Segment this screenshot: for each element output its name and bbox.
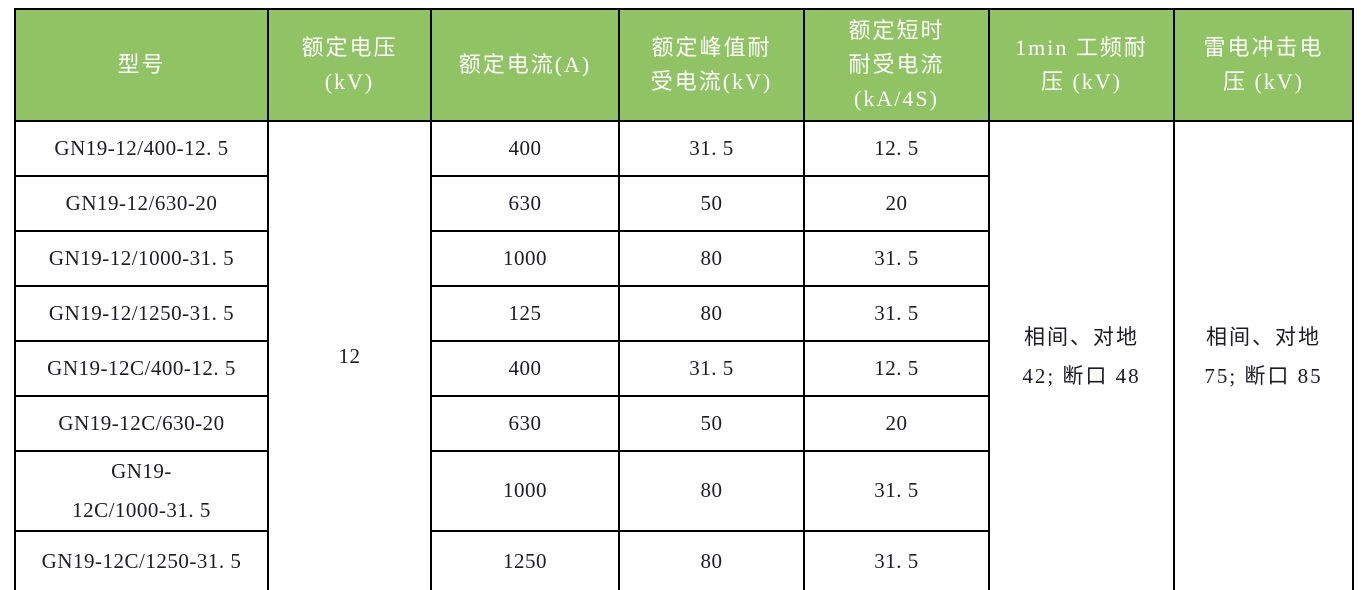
table-row: GN19-12/630-20 630 50 20: [14, 175, 1353, 232]
table-row: GN19-12/400-12. 5 12 400 31. 5 12. 5 相间、…: [14, 120, 1354, 590]
cell-short-time-current: 31. 5: [803, 450, 990, 532]
cell-peak-current: 80: [618, 450, 805, 532]
cell-rated-current: 630: [430, 395, 620, 452]
header-short-time-withstand-current: 额定短时 耐受电流 (kA/4S): [803, 8, 990, 122]
cell-peak-current: 31. 5: [618, 120, 805, 177]
cell-model: GN19- 12C/1000-31. 5: [14, 450, 269, 532]
table-row: GN19-12C/630-20 630 50 20: [14, 395, 1353, 452]
cell-peak-current: 50: [618, 395, 805, 452]
cell-rated-current: 1000: [430, 230, 620, 287]
header-model: 型号: [14, 8, 269, 122]
cell-short-time-current: 12. 5: [803, 340, 990, 397]
table-row: GN19-12/1250-31. 5 125 80 31. 5: [14, 285, 1353, 342]
cell-model: GN19-12C/400-12. 5: [14, 340, 269, 397]
cell-rated-current: 630: [430, 175, 620, 232]
spec-table-container: 型号 额定电压 (kV) 额定电流(A) 额定峰值耐 受电流(kV) 额定短时 …: [14, 8, 1354, 590]
spec-table: 型号 额定电压 (kV) 额定电流(A) 额定峰值耐 受电流(kV) 额定短时 …: [14, 8, 1354, 590]
cell-peak-current: 50: [618, 175, 805, 232]
cell-peak-current: 80: [618, 285, 805, 342]
table-row: GN19-12C/1250-31. 5 1250 80 31. 5: [14, 529, 1353, 590]
cell-power-frequency-merged: 相间、对地 42; 断口 48: [988, 120, 1175, 590]
cell-rated-current: 1000: [430, 450, 620, 532]
cell-peak-current: 80: [618, 230, 805, 287]
table-row: GN19-12C/400-12. 5 400 31. 5 12. 5: [14, 340, 1353, 397]
cell-rated-current: 400: [430, 340, 620, 397]
header-peak-withstand-current: 额定峰值耐 受电流(kV): [618, 8, 805, 122]
cell-short-time-current: 31. 5: [803, 529, 990, 590]
cell-peak-current: 80: [618, 529, 805, 590]
header-rated-voltage: 额定电压 (kV): [267, 8, 432, 122]
cell-short-time-current: 31. 5: [803, 285, 990, 342]
cell-model: GN19-12/630-20: [14, 175, 269, 232]
cell-lightning-impulse-merged: 相间、对地 75; 断口 85: [1173, 120, 1354, 590]
cell-short-time-current: 20: [803, 395, 990, 452]
cell-model: GN19-12/1250-31. 5: [14, 285, 269, 342]
cell-rated-current: 400: [430, 120, 620, 177]
table-row: GN19- 12C/1000-31. 5 1000 80 31. 5: [14, 450, 1353, 532]
header-rated-current: 额定电流(A): [430, 8, 620, 122]
cell-short-time-current: 12. 5: [803, 120, 990, 177]
cell-rated-current: 1250: [430, 529, 620, 590]
cell-model: GN19-12C/1250-31. 5: [14, 529, 269, 590]
cell-model: GN19-12/400-12. 5: [14, 120, 269, 177]
cell-peak-current: 31. 5: [618, 340, 805, 397]
table-row: GN19-12/1000-31. 5 1000 80 31. 5: [14, 230, 1353, 287]
cell-short-time-current: 31. 5: [803, 230, 990, 287]
header-power-frequency-withstand-voltage: 1min 工频耐 压 (kV): [988, 8, 1175, 122]
cell-model: GN19-12/1000-31. 5: [14, 230, 269, 287]
cell-short-time-current: 20: [803, 175, 990, 232]
cell-rated-current: 125: [430, 285, 620, 342]
cell-model: GN19-12C/630-20: [14, 395, 269, 452]
header-row: 型号 额定电压 (kV) 额定电流(A) 额定峰值耐 受电流(kV) 额定短时 …: [14, 8, 1354, 122]
header-lightning-impulse-voltage: 雷电冲击电 压 (kV): [1173, 8, 1354, 122]
cell-rated-voltage-merged: 12: [267, 120, 432, 590]
